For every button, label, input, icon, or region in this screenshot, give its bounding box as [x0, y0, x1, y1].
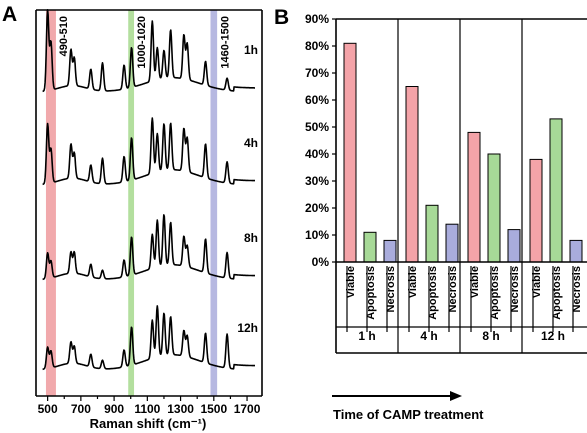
bar	[487, 153, 501, 263]
spectrum-line	[42, 117, 256, 186]
bar-group-label: 12 h	[541, 329, 565, 343]
panel-b-label: B	[274, 6, 289, 29]
bar	[507, 229, 521, 263]
highlight-band	[210, 10, 218, 396]
bar-ytick-label: 0%	[312, 255, 330, 269]
bar-ytick-label: 50%	[305, 120, 329, 134]
bar-group-label: 1 h	[358, 329, 375, 343]
spectrum-line	[42, 305, 256, 371]
band-label: 1000-1020	[136, 16, 148, 69]
bar	[383, 239, 397, 263]
bar-category-label: Viable	[469, 266, 481, 298]
time-arrow-head	[450, 391, 462, 401]
bar-ytick-label: 20%	[305, 201, 329, 215]
cell-fate-bar-chart: 0% 10% 20% 30% 40% 50% 60% 70% 80% 90% Viable Apopt…	[305, 12, 587, 354]
raman-xaxis-label: Raman shift (cm⁻¹)	[90, 416, 207, 431]
spectrum-label: 12h	[237, 321, 258, 335]
bar	[549, 118, 563, 263]
raman-xtick-label: 1500	[200, 402, 227, 416]
bar-category-label: Necrosis	[509, 266, 521, 312]
bar-ytick-label: 40%	[305, 147, 329, 161]
bar	[529, 158, 543, 263]
band-label: 1460-1500	[219, 16, 231, 69]
raman-xtick-label: 1700	[234, 402, 261, 416]
bar-xaxis-label: Time of CAMP treatment	[333, 407, 484, 422]
bar-ytick-label: 60%	[305, 93, 329, 107]
bar	[363, 231, 377, 263]
bar-ytick-label: 90%	[305, 12, 329, 26]
bar-category-label: Necrosis	[385, 266, 397, 312]
spectrum-label: 1h	[244, 43, 258, 57]
raman-xtick-label: 900	[104, 402, 124, 416]
bar	[569, 239, 583, 263]
bar	[343, 42, 357, 263]
spectrum-line	[42, 214, 256, 281]
highlight-band	[45, 10, 56, 396]
bar	[445, 223, 459, 263]
bar-category-label: Viable	[345, 266, 357, 298]
bar-category-label: Apoptosis	[489, 266, 501, 320]
bar	[425, 204, 439, 263]
raman-spectra-chart: 490-510 1000-1020 1460-1500 1h 4h 8h 12h 500 700…	[35, 9, 263, 416]
panel-a-label: A	[2, 3, 17, 26]
highlight-band	[128, 10, 135, 396]
bar-group-label: 8 h	[482, 329, 499, 343]
bar-ytick-label: 30%	[305, 174, 329, 188]
bar	[467, 131, 481, 263]
bar-group-label: 4 h	[420, 329, 437, 343]
spectrum-line	[42, 9, 256, 93]
bar-category-label: Necrosis	[571, 266, 583, 312]
bar-category-label: Viable	[531, 266, 543, 298]
bar	[405, 86, 419, 263]
bar-ytick-label: 80%	[305, 39, 329, 53]
bar-category-label: Viable	[407, 266, 419, 298]
band-label: 490-510	[58, 16, 70, 56]
raman-xtick-label: 500	[38, 402, 58, 416]
spectrum-label: 4h	[244, 136, 258, 150]
spectrum-label: 8h	[244, 231, 258, 245]
raman-xtick-label: 700	[71, 402, 91, 416]
bar-ytick-label: 70%	[305, 66, 329, 80]
bar-category-label: Apoptosis	[551, 266, 563, 320]
bar-category-label: Apoptosis	[365, 266, 377, 320]
raman-xtick-label: 1300	[167, 402, 194, 416]
bar-category-label: Apoptosis	[427, 266, 439, 320]
bar-category-label: Necrosis	[447, 266, 459, 312]
bar-ytick-label: 10%	[305, 228, 329, 242]
raman-xtick-label: 1100	[134, 402, 160, 416]
